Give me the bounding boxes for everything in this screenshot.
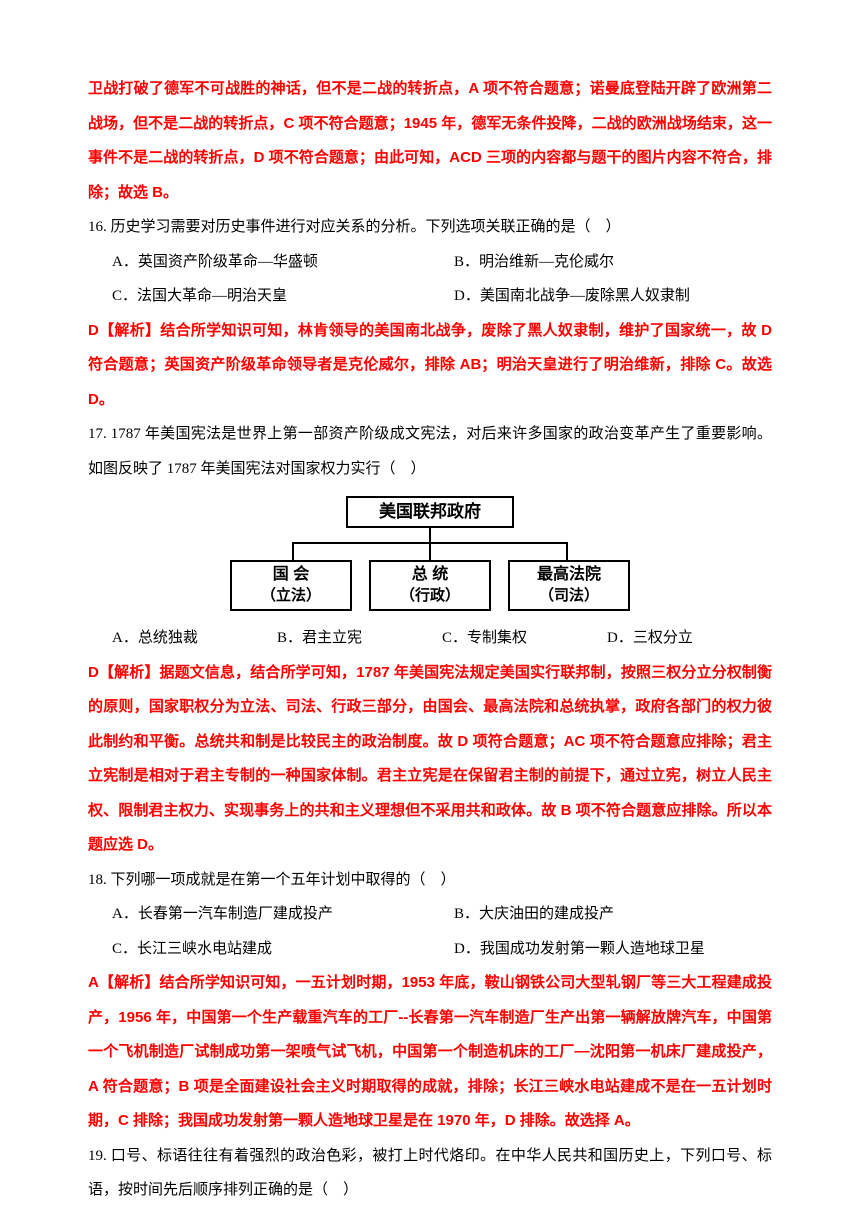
q17-explanation: D【解析】据题文信息，结合所学可知，1787 年美国宪法规定美国实行联邦制，按照… [88,656,772,863]
q18-opt-a: A．长春第一汽车制造厂建成投产 [88,897,430,932]
q18-opt-d: D．我国成功发射第一颗人造地球卫星 [430,932,772,967]
q18-explanation: A【解析】结合所学知识可知，一五计划时期，1953 年底，鞍山钢铁公司大型轧钢厂… [88,966,772,1139]
q17-opt-c: C．专制集权 [442,621,607,656]
diagram-b1-sub: （立法） [232,586,350,606]
explanation-prev: 卫战打破了德军不可战胜的神话，但不是二战的转折点，A 项不符合题意；诺曼底登陆开… [88,72,772,210]
q16-options: A．英国资产阶级革命—华盛顿 B．明治维新—克伦威尔 C．法国大革命—明治天皇 … [88,245,772,314]
diagram-b3-sub: （司法） [510,586,628,606]
diagram-b3-title: 最高法院 [510,565,628,586]
diagram-b2-sub: （行政） [371,586,489,606]
diagram-box-mid: 总 统 （行政） [369,560,491,611]
q18-opt-c: C．长江三峡水电站建成 [88,932,430,967]
q16-opt-a: A．英国资产阶级革命—华盛顿 [88,245,430,280]
diagram-bottom-row: 国 会 （立法） 总 统 （行政） 最高法院 （司法） [230,560,630,611]
diagram-top-box: 美国联邦政府 [346,496,514,528]
q17-options: A．总统独裁 B．君主立宪 C．专制集权 D．三权分立 [88,621,772,656]
q16-opt-d: D．美国南北战争—废除黑人奴隶制 [430,279,772,314]
q17-opt-d: D．三权分立 [607,621,772,656]
q17-stem: 17. 1787 年美国宪法是世界上第一部资产阶级成文宪法，对后来许多国家的政治… [88,417,772,486]
q17-opt-b: B．君主立宪 [277,621,442,656]
q16-opt-c: C．法国大革命—明治天皇 [88,279,430,314]
diagram-connector [230,528,630,560]
diagram-b1-title: 国 会 [232,565,350,586]
q19-stem: 19. 口号、标语往往有着强烈的政治色彩，被打上时代烙印。在中华人民共和国历史上… [88,1139,772,1208]
q16-opt-b: B．明治维新—克伦威尔 [430,245,772,280]
q17-opt-a: A．总统独裁 [112,621,277,656]
diagram-b2-title: 总 统 [371,565,489,586]
q18-options: A．长春第一汽车制造厂建成投产 B．大庆油田的建成投产 C．长江三峡水电站建成 … [88,897,772,966]
q18-stem: 18. 下列哪一项成就是在第一个五年计划中取得的（ ） [88,863,772,898]
q17-diagram: 美国联邦政府 国 会 （立法） 总 统 （行政） 最高法院 （司法） [230,496,630,611]
q16-explanation: D【解析】结合所学知识可知，林肯领导的美国南北战争，废除了黑人奴隶制，维护了国家… [88,314,772,418]
diagram-box-right: 最高法院 （司法） [508,560,630,611]
diagram-box-left: 国 会 （立法） [230,560,352,611]
q16-stem: 16. 历史学习需要对历史事件进行对应关系的分析。下列选项关联正确的是（ ） [88,210,772,245]
q18-opt-b: B．大庆油田的建成投产 [430,897,772,932]
